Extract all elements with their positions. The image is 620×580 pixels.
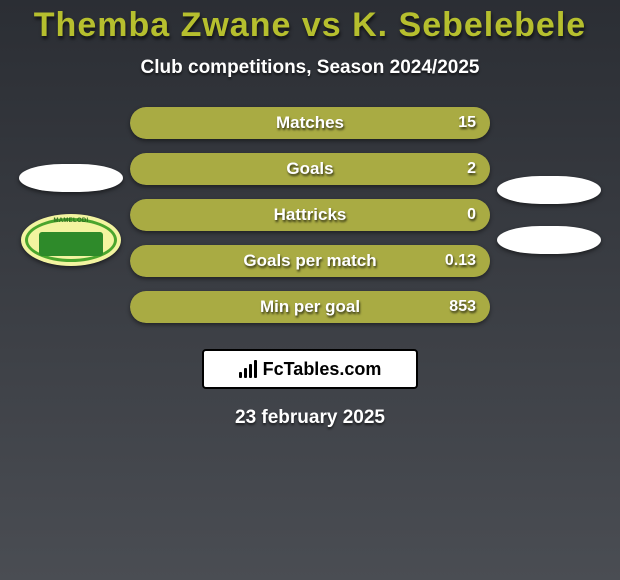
right-flag-icon bbox=[497, 176, 601, 204]
stat-label: Goals per match bbox=[130, 251, 490, 271]
subtitle: Club competitions, Season 2024/2025 bbox=[0, 57, 620, 79]
page-title: Themba Zwane vs K. Sebelebele bbox=[0, 0, 620, 45]
badge-text: FcTables.com bbox=[263, 359, 382, 380]
stat-label: Hattricks bbox=[130, 205, 490, 225]
stat-right-value: 0.13 bbox=[445, 252, 476, 270]
right-player-icons bbox=[490, 176, 608, 254]
stat-right-value: 2 bbox=[467, 160, 476, 178]
stat-right-value: 15 bbox=[458, 114, 476, 132]
comparison-row: MAMELODI Matches15 Goals2 Hattricks0 Goals … bbox=[0, 107, 620, 323]
left-flag-icon bbox=[19, 164, 123, 192]
stat-bars: Matches15 Goals2 Hattricks0 Goals per match… bbox=[130, 107, 490, 323]
left-club-badge-icon: MAMELODI bbox=[21, 214, 121, 266]
stat-label: Matches bbox=[130, 113, 490, 133]
right-flag2-icon bbox=[497, 226, 601, 254]
stat-bar: Min per goal853 bbox=[130, 291, 490, 323]
stat-label: Goals bbox=[130, 159, 490, 179]
left-player-icons: MAMELODI bbox=[12, 164, 130, 266]
stat-bar: Hattricks0 bbox=[130, 199, 490, 231]
stat-bar: Goals2 bbox=[130, 153, 490, 185]
stat-right-value: 0 bbox=[467, 206, 476, 224]
stat-label: Min per goal bbox=[130, 297, 490, 317]
bar-chart-icon bbox=[239, 360, 257, 378]
stat-bar: Matches15 bbox=[130, 107, 490, 139]
club-pitch bbox=[39, 232, 103, 256]
date-label: 23 february 2025 bbox=[0, 407, 620, 429]
club-badge-text: MAMELODI bbox=[21, 218, 121, 224]
source-badge[interactable]: FcTables.com bbox=[202, 349, 418, 389]
stat-right-value: 853 bbox=[449, 298, 476, 316]
content: Themba Zwane vs K. Sebelebele Club compe… bbox=[0, 0, 620, 429]
stat-bar: Goals per match0.13 bbox=[130, 245, 490, 277]
